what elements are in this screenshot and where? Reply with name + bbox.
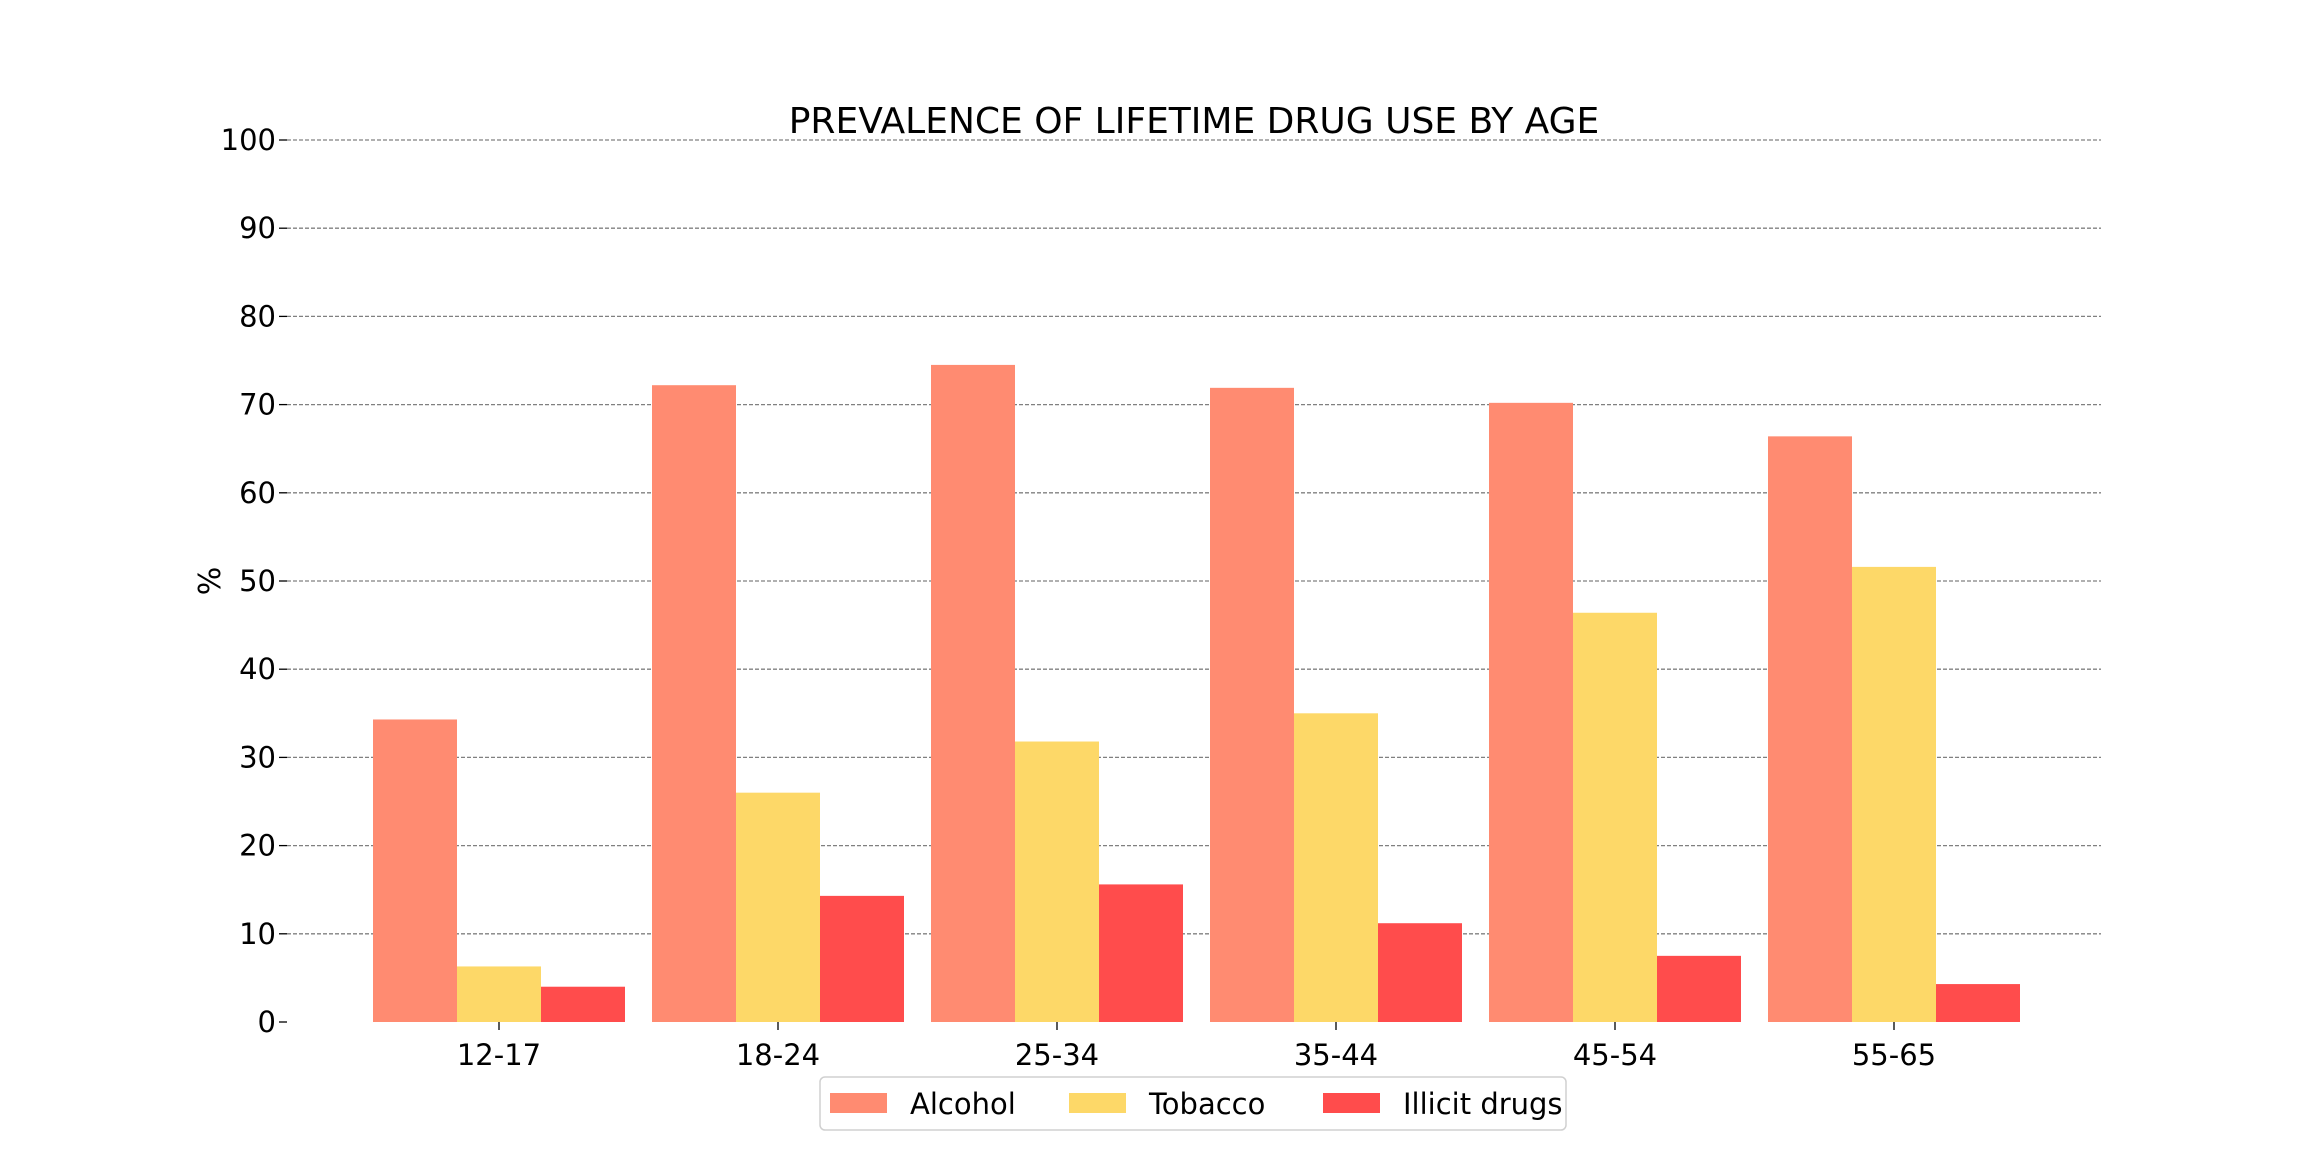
bar-alcohol-35-44 (1210, 387, 1294, 1022)
y-tick-label: 10 (239, 917, 276, 951)
chart-title: PREVALENCE OF LIFETIME DRUG USE BY AGE (789, 101, 1600, 142)
bar-illicit-drugs-35-44 (1378, 923, 1462, 1022)
y-tick-label: 60 (239, 476, 276, 510)
bar-alcohol-12-17 (373, 719, 457, 1022)
y-tick-label: 70 (239, 388, 276, 422)
bar-illicit-drugs-18-24 (820, 895, 904, 1022)
legend-items: Alcohol Tobacco Illicit drugs (830, 1087, 1563, 1121)
legend-swatch-alcohol (830, 1093, 887, 1113)
bar-alcohol-55-65 (1768, 436, 1852, 1022)
bar-alcohol-18-24 (652, 385, 736, 1022)
legend: Alcohol Tobacco Illicit drugs (819, 1076, 1567, 1131)
y-tick-label: 40 (239, 652, 276, 686)
x-tick-label: 25-34 (1015, 1038, 1099, 1072)
bar-alcohol-45-54 (1489, 402, 1573, 1022)
y-tick-label: 80 (239, 299, 276, 333)
legend-label-tobacco: Tobacco (1148, 1087, 1265, 1121)
y-tick-label: 0 (258, 1005, 276, 1039)
legend-swatch-tobacco (1069, 1093, 1126, 1113)
bar-tobacco-12-17 (457, 966, 541, 1022)
x-tick-label: 12-17 (457, 1038, 541, 1072)
y-tick-label: 100 (221, 123, 276, 157)
bar-illicit-drugs-25-34 (1099, 884, 1183, 1022)
y-axis: 0 10 20 30 40 50 60 70 80 90 100 (221, 123, 287, 1039)
bar-illicit-drugs-45-54 (1657, 955, 1741, 1022)
x-tick-label: 35-44 (1294, 1038, 1378, 1072)
legend-box (819, 1076, 1567, 1131)
y-axis-label: % (193, 567, 228, 596)
bar-illicit-drugs-55-65 (1936, 984, 2020, 1022)
bars (373, 364, 2020, 1022)
gridlines (287, 139, 2101, 935)
legend-swatch-illicit-drugs (1323, 1093, 1380, 1113)
legend-label-illicit-drugs: Illicit drugs (1403, 1087, 1563, 1121)
x-tick-label: 55-65 (1852, 1038, 1936, 1072)
bar-tobacco-35-44 (1294, 713, 1378, 1022)
y-tick-label: 90 (239, 211, 276, 245)
bar-alcohol-25-34 (931, 364, 1015, 1022)
bar-tobacco-45-54 (1573, 612, 1657, 1022)
x-tick-label: 45-54 (1573, 1038, 1657, 1072)
x-tick-label: 18-24 (736, 1038, 820, 1072)
y-tick-label: 30 (239, 740, 276, 774)
bar-tobacco-55-65 (1852, 566, 1936, 1022)
bar-illicit-drugs-12-17 (541, 986, 625, 1022)
bar-tobacco-25-34 (1015, 741, 1099, 1022)
x-axis: 12-17 18-24 25-34 35-44 45-54 55-65 (457, 1022, 1936, 1072)
y-tick-label: 50 (239, 564, 276, 598)
bar-tobacco-18-24 (736, 792, 820, 1022)
legend-label-alcohol: Alcohol (910, 1087, 1016, 1121)
y-tick-label: 20 (239, 829, 276, 863)
